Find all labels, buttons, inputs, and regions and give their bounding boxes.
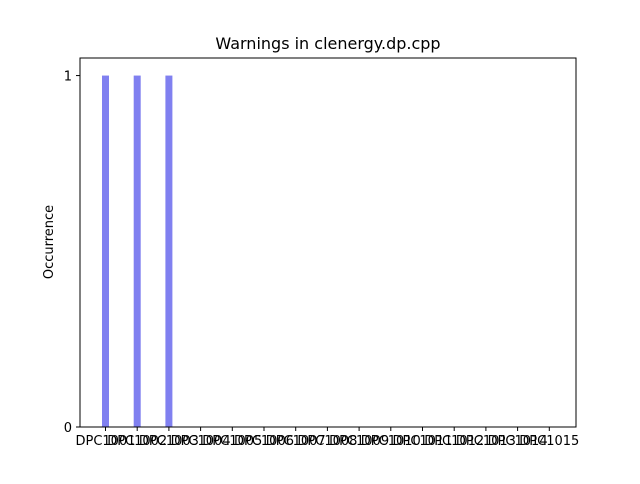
x-tick-label-dpc1014: DPC1014 <box>488 434 548 449</box>
y-tick-label-1: 1 <box>64 70 72 85</box>
x-tick-label-dpc1009: DPC1009 <box>329 434 389 449</box>
x-tick-label-dpc1013: DPC1013 <box>456 434 516 449</box>
bars-layer <box>102 75 173 428</box>
y-axis-label: Occurrence <box>42 205 57 279</box>
x-tick-label-dpc1003: DPC1003 <box>139 434 199 449</box>
plot-frame <box>79 57 577 428</box>
x-tick-label-dpc1005: DPC1005 <box>202 434 262 449</box>
axes-layer: DPC1001DPC1002DPC1003DPC1004DPC1005DPC10… <box>64 57 579 449</box>
x-tick-label-dpc1002: DPC1002 <box>107 434 167 449</box>
x-tick-label-dpc1012: DPC1012 <box>424 434 484 449</box>
x-tick-label-dpc1004: DPC1004 <box>171 434 231 449</box>
x-tick-label-dpc1015: DPC1015 <box>519 434 579 449</box>
bar-dpc1003 <box>165 75 173 428</box>
chart-title: Warnings in clenergy.dp.cpp <box>215 34 440 53</box>
x-tick-label-dpc1007: DPC1007 <box>266 434 326 449</box>
x-tick-label-dpc1001: DPC1001 <box>75 434 135 449</box>
x-tick-label-dpc1008: DPC1008 <box>297 434 357 449</box>
x-tick-label-dpc1011: DPC1011 <box>392 434 452 449</box>
bar-dpc1002 <box>133 75 141 428</box>
bar-dpc1001 <box>102 75 109 428</box>
y-tick-label-0: 0 <box>64 421 72 436</box>
x-tick-label-dpc1006: DPC1006 <box>234 434 294 449</box>
x-tick-label-dpc1010: DPC1010 <box>361 434 421 449</box>
